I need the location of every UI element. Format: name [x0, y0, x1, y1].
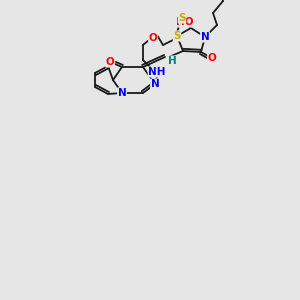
Text: N: N [201, 32, 209, 42]
Text: O: O [106, 57, 114, 67]
Text: O: O [208, 53, 216, 63]
Text: O: O [148, 33, 158, 43]
Text: S: S [173, 31, 181, 41]
Text: H: H [168, 56, 176, 66]
Text: S: S [178, 13, 186, 23]
Text: HO: HO [176, 17, 194, 27]
Text: NH: NH [148, 67, 166, 77]
Text: N: N [151, 79, 159, 89]
Text: N: N [118, 88, 126, 98]
